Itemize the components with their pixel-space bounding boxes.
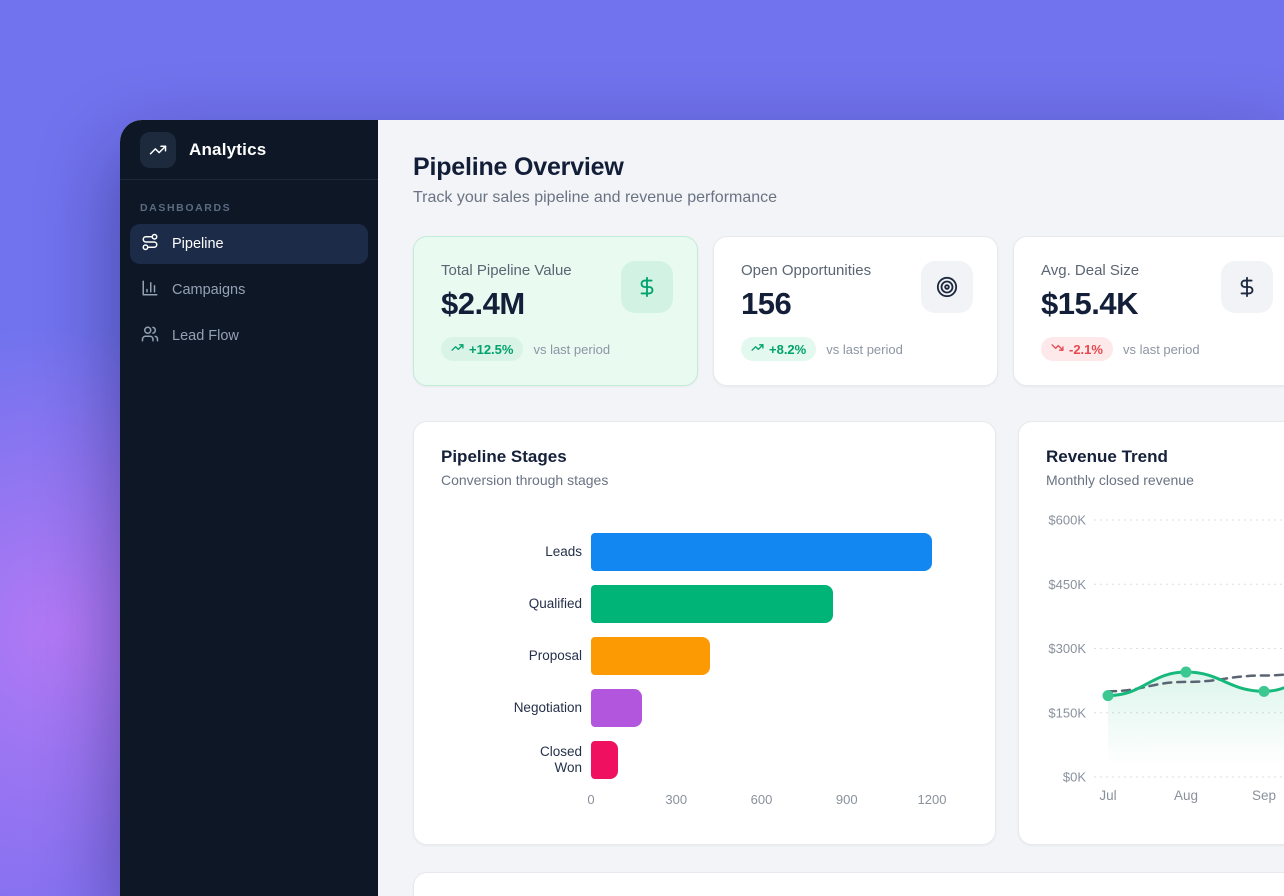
revenue-point-sep[interactable] [1258,685,1270,697]
stage-bar-track [591,637,932,675]
revenue-line [1106,670,1284,698]
target-icon [921,261,973,313]
stage-label: Leads [545,544,582,560]
trending-up-icon [140,131,176,168]
page-subtitle: Track your sales pipeline and revenue pe… [413,189,778,206]
x-tick-label: 900 [835,792,858,807]
dollar-icon [621,261,673,313]
y-tick-label: $450K [1048,577,1086,592]
revenue-point-jul[interactable] [1102,690,1114,702]
x-tick-label: Aug [1174,788,1198,803]
kpi-row: Total Pipeline Value $2.4M +12.5% vs las… [413,236,1284,386]
trending-up-icon [451,341,464,357]
chart-title: Pipeline Stages [441,447,567,466]
x-tick-label: 1200 [917,792,947,807]
revenue-area [1108,672,1284,777]
sidebar-item-pipeline[interactable]: Pipeline [130,224,368,264]
sidebar-item-lead-flow[interactable]: Lead Flow [130,316,368,356]
stage-label: Qualified [528,596,582,612]
stages-bar-chart: Leads Qualified Proposal Negotiation Closed … [441,526,968,786]
stage-label: Negotiation [513,700,582,716]
kpi-value: 156 [741,286,792,321]
x-tick-label: Sep [1252,788,1276,803]
stage-row-negotiation: Negotiation [441,682,968,734]
users-icon [141,325,159,347]
app-logo: Analytics [120,120,378,180]
stage-row-leads: Leads [441,526,968,578]
stage-bar-qualified[interactable] [591,585,833,623]
kpi-delta-badge: +8.2% [741,337,817,361]
kpi-delta-badge: +12.5% [441,337,524,361]
x-tick-label: Jul [1099,788,1116,803]
sidebar: Analytics DASHBOARDS Pipeline Campaigns [120,120,378,896]
sidebar-item-campaigns[interactable]: Campaigns [130,270,368,310]
partial-card-below [413,872,1284,896]
pipeline-stages-card: Pipeline Stages Conversion through stage… [413,421,996,845]
stage-label: Proposal [528,648,582,664]
sidebar-section-label: DASHBOARDS [140,202,232,214]
stages-x-axis: 0 300 600 900 1200 [587,790,946,812]
stage-bar-track [591,585,932,623]
kpi-card-open-opportunities: Open Opportunities 156 +8.2% vs last per… [713,236,998,386]
kpi-compare-label: vs last period [826,341,903,357]
x-tick-label: 600 [750,792,773,807]
sidebar-item-label: Campaigns [172,282,246,298]
kpi-value: $2.4M [441,286,525,321]
kpi-value: $15.4K [1041,286,1138,321]
app-window: Analytics DASHBOARDS Pipeline Campaigns [120,120,1284,896]
y-tick-label: $300K [1048,641,1086,656]
sidebar-item-label: Lead Flow [172,328,239,344]
bar-chart-icon [141,279,159,301]
sidebar-item-label: Pipeline [172,236,224,252]
x-tick-label: 0 [587,792,595,807]
trending-down-icon [1051,341,1064,357]
x-tick-label: 300 [665,792,688,807]
dollar-icon [1221,261,1273,313]
stage-bar-leads[interactable] [591,533,932,571]
stage-row-closed-won: Closed Won [441,734,968,786]
revenue-line-chart: $0K $150K $300K $450K $600K Jul Aug Sep [1046,510,1284,815]
stage-row-qualified: Qualified [441,578,968,630]
kpi-label: Avg. Deal Size [1041,262,1140,279]
stage-bar-proposal[interactable] [591,637,711,675]
kpi-card-total-pipeline-value: Total Pipeline Value $2.4M +12.5% vs las… [413,236,698,386]
trending-up-icon [751,341,764,357]
chart-subtitle: Conversion through stages [441,472,609,488]
sidebar-nav: Pipeline Campaigns Lead Flow [120,224,378,362]
stage-bar-negotiation[interactable] [591,689,643,727]
charts-row: Pipeline Stages Conversion through stage… [413,421,1284,845]
kpi-label: Open Opportunities [741,262,872,279]
y-tick-label: $0K [1063,770,1086,785]
chart-title: Revenue Trend [1046,447,1168,466]
kpi-label: Total Pipeline Value [441,262,572,279]
kpi-delta-badge: -2.1% [1041,337,1113,361]
stage-bar-track [591,533,932,571]
kpi-card-avg-deal-size: Avg. Deal Size $15.4K -2.1% vs last peri… [1013,236,1284,386]
revenue-trend-card: Revenue Trend Monthly closed revenue $0K… [1018,421,1284,845]
stage-bar-closed-won[interactable] [591,741,618,779]
y-tick-label: $600K [1048,513,1086,528]
revenue-point-aug[interactable] [1180,666,1192,678]
stage-bar-track [591,689,932,727]
route-icon [141,233,159,255]
app-title: Analytics [189,139,267,159]
stage-bar-track [591,741,932,779]
main-content: Pipeline Overview Track your sales pipel… [378,120,1284,896]
kpi-compare-label: vs last period [1122,341,1200,357]
kpi-compare-label: vs last period [533,341,611,357]
chart-subtitle: Monthly closed revenue [1046,472,1194,488]
stage-row-proposal: Proposal [441,630,968,682]
page-title: Pipeline Overview [413,153,624,181]
stage-label: Closed Won [539,744,582,775]
y-tick-label: $150K [1048,705,1086,720]
